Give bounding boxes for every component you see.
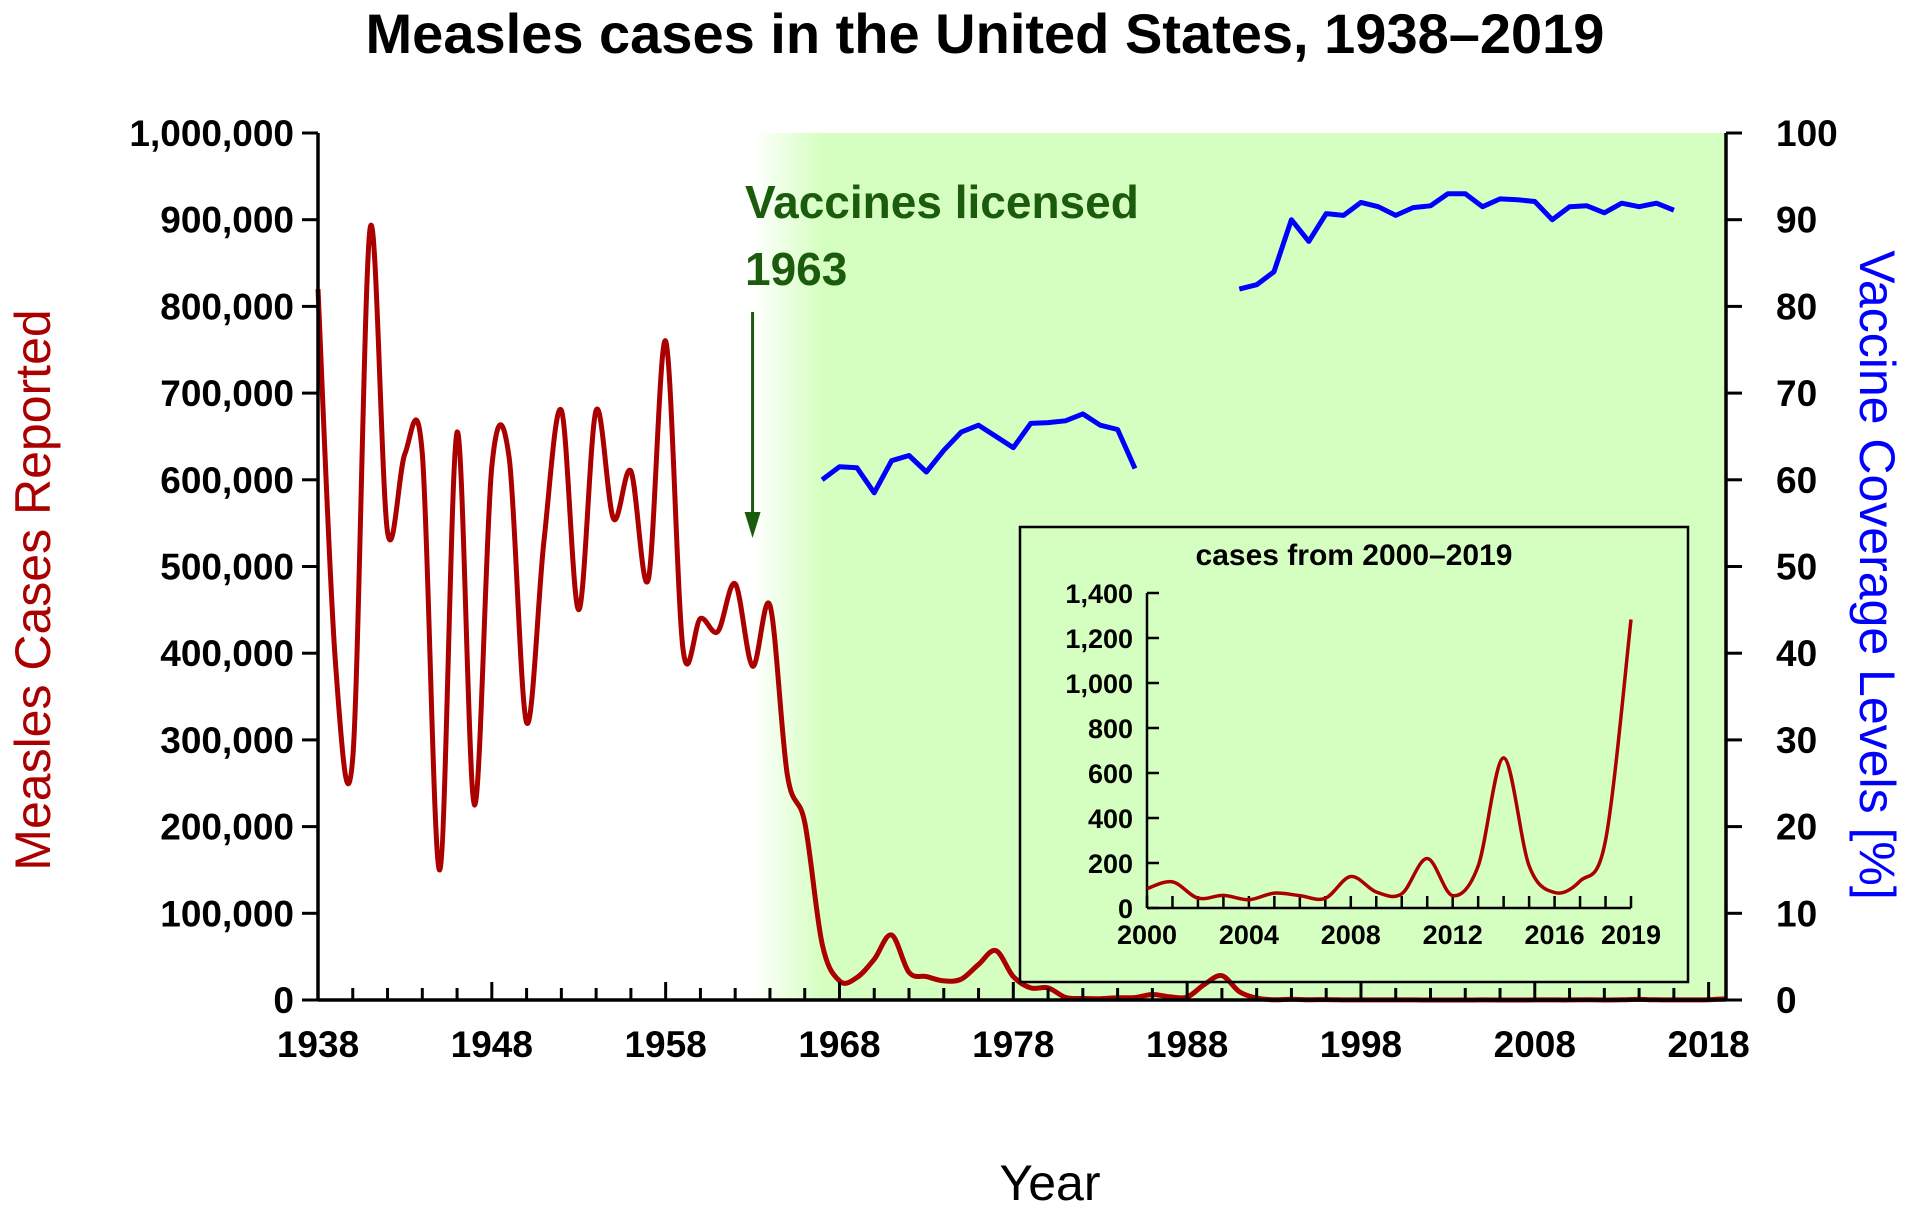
axes bbox=[316, 133, 1728, 1002]
inset-cases-line bbox=[1146, 619, 1633, 902]
inset-x-tick-label: 2004 bbox=[1219, 920, 1279, 950]
shade-fill bbox=[821, 133, 1726, 1000]
y-right-tick-label: 40 bbox=[1776, 633, 1817, 674]
inset-x-tick-label: 2019 bbox=[1601, 920, 1661, 950]
inset-y-tick-label: 0 bbox=[1118, 894, 1133, 924]
x-tick-labels: 1938 1948 1958 1968 1978 1988 1998 2008 2018 bbox=[277, 1024, 1750, 1065]
x-tick-label: 1968 bbox=[798, 1024, 880, 1065]
coverage-lines bbox=[820, 191, 1675, 496]
inset-y-tick-label: 1,200 bbox=[1065, 624, 1133, 654]
y-right-tick-label: 80 bbox=[1776, 286, 1817, 327]
y-left-tick-label: 0 bbox=[273, 980, 294, 1021]
y-left-tick-label: 500,000 bbox=[160, 547, 294, 588]
y-left-tick-label: 600,000 bbox=[160, 460, 294, 501]
x-axis-title: Year bbox=[999, 1155, 1100, 1210]
y-left-tick-labels: 0 100,000 200,000 300,000 400,000 500,000 600,… bbox=[129, 113, 318, 1021]
x-tick-label: 1988 bbox=[1146, 1024, 1228, 1065]
y-right-tick-label: 30 bbox=[1776, 720, 1817, 761]
y-right-tick-labels: 0 10 20 30 40 50 60 70 80 90 100 bbox=[1726, 113, 1838, 1021]
x-tick-label: 1958 bbox=[624, 1024, 706, 1065]
coverage-series-line bbox=[820, 411, 1138, 496]
inset-title: cases from 2000–2019 bbox=[1196, 539, 1513, 572]
annotation-line2: 1963 bbox=[745, 243, 847, 295]
inset-y-tick-label: 1,400 bbox=[1065, 579, 1133, 609]
x-tick-label: 1948 bbox=[451, 1024, 533, 1065]
annotation-arrow-head bbox=[744, 512, 761, 538]
inset-x-tick-label: 2008 bbox=[1321, 920, 1381, 950]
y-left-tick-label: 400,000 bbox=[160, 633, 294, 674]
coverage-series-line bbox=[1238, 191, 1675, 292]
y-right-tick-label: 60 bbox=[1776, 460, 1817, 501]
inset-frame bbox=[1018, 525, 1690, 984]
inset-chart: cases from 2000–2019 2000 2004 2008 2012 201… bbox=[1018, 525, 1690, 984]
y-right-tick-label: 20 bbox=[1776, 807, 1817, 848]
inset-y-tick-label: 800 bbox=[1088, 714, 1133, 744]
vaccine-annotation: Vaccines licensed 1963 bbox=[744, 176, 1139, 538]
y-left-tick-label: 1,000,000 bbox=[129, 113, 294, 154]
y-left-tick-label: 300,000 bbox=[160, 720, 294, 761]
y-right-tick-label: 0 bbox=[1776, 980, 1797, 1021]
y-left-tick-label: 900,000 bbox=[160, 200, 294, 241]
y-right-tick-label: 90 bbox=[1776, 200, 1817, 241]
y-left-tick-label: 100,000 bbox=[160, 893, 294, 934]
inset-x-tick-label: 2012 bbox=[1423, 920, 1483, 950]
x-tick-label: 1978 bbox=[972, 1024, 1054, 1065]
y-left-tick-label: 800,000 bbox=[160, 286, 294, 327]
y-right-tick-label: 50 bbox=[1776, 547, 1817, 588]
y-right-tick-label: 100 bbox=[1776, 113, 1838, 154]
inset-x-tick-label: 2000 bbox=[1117, 920, 1177, 950]
chart-title: Measles cases in the United States, 1938… bbox=[366, 2, 1605, 65]
y-right-tick-label: 70 bbox=[1776, 373, 1817, 414]
inset-x-tick-label: 2016 bbox=[1525, 920, 1585, 950]
y-right-axis-title: Vaccine Coverage Levels [%] bbox=[1849, 250, 1905, 899]
x-tick-label: 1938 bbox=[277, 1024, 359, 1065]
shaded-region bbox=[752, 133, 1726, 1000]
x-tick-label: 1998 bbox=[1320, 1024, 1402, 1065]
inset-y-tick-label: 600 bbox=[1088, 759, 1133, 789]
y-left-tick-label: 200,000 bbox=[160, 807, 294, 848]
y-left-tick-label: 700,000 bbox=[160, 373, 294, 414]
annotation-line1: Vaccines licensed bbox=[745, 176, 1139, 228]
x-tick-label: 2018 bbox=[1667, 1024, 1749, 1065]
y-right-tick-label: 10 bbox=[1776, 893, 1817, 934]
inset-y-tick-label: 1,000 bbox=[1065, 669, 1133, 699]
y-left-axis-title: Measles Cases Reported bbox=[5, 309, 61, 870]
x-tick-label: 2008 bbox=[1494, 1024, 1576, 1065]
inset-y-tick-label: 200 bbox=[1088, 849, 1133, 879]
inset-y-tick-label: 400 bbox=[1088, 804, 1133, 834]
